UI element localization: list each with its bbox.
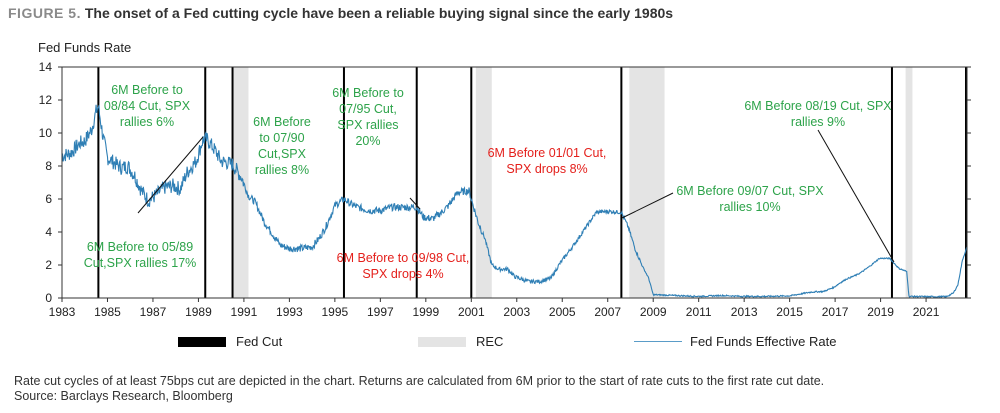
legend-rate: Fed Funds Effective Rate <box>634 334 836 349</box>
annotation-line: rallies 8% <box>255 163 309 177</box>
footnote-source: Source: Barclays Research, Bloomberg <box>14 389 233 403</box>
legend-fed-cut: Fed Cut <box>178 334 282 349</box>
y-tick-label: 8 <box>45 159 52 173</box>
y-tick-label: 6 <box>45 192 52 206</box>
annotations: 6M Before to 08/84 Cut, SPX rallies 6%6M B… <box>84 83 893 281</box>
annotation-connector <box>137 136 204 214</box>
fed-funds-chart: 0 2 4 6 8 10 12 14 1983 1985 1987 1989 1991 1993 1995 1… <box>39 60 971 319</box>
annotation-a89: 6M Before to 05/89 Cut,SPX rallies 17% <box>84 240 197 270</box>
annotation-a01: 6M Before 01/01 Cut, SPX drops 8% <box>488 146 607 176</box>
annotation-line: rallies 9% <box>791 115 845 129</box>
annotation-a19: 6M Before 08/19 Cut, SPX rallies 9% <box>744 99 892 129</box>
legend-fed-cut-label: Fed Cut <box>236 334 283 349</box>
annotation-line: SPX drops 4% <box>362 267 443 281</box>
annotation-line: 6M Before 08/19 Cut, SPX <box>744 99 892 113</box>
annotation-connectors <box>137 129 895 263</box>
annotation-a07: 6M Before 09/07 Cut, SPX rallies 10% <box>676 184 824 214</box>
x-tick-label: 2019 <box>867 305 894 319</box>
recession-band-0 <box>233 67 249 298</box>
annotation-line: 07/95 Cut, <box>339 102 397 116</box>
x-tick-label: 2017 <box>822 305 849 319</box>
annotation-a95: 6M Before to 07/95 Cut, SPX rallies 20% <box>332 86 404 148</box>
x-tick-label: 2009 <box>640 305 667 319</box>
axis-ticks: 0 2 4 6 8 10 12 14 1983 1985 1987 1989 1991 1993 1995 1… <box>39 60 971 319</box>
annotation-line: Cut,SPX <box>258 147 307 161</box>
y-tick-label: 4 <box>45 225 52 239</box>
footnote: Rate cut cycles of at least 75bps cut ar… <box>14 374 824 404</box>
annotation-line: SPX drops 8% <box>506 162 587 176</box>
x-tick-label: 1985 <box>94 305 121 319</box>
recession-band-3 <box>905 67 913 298</box>
annotation-line: 6M Before 01/01 Cut, <box>488 146 607 160</box>
annotation-line: to 07/90 <box>259 131 304 145</box>
plot-frame <box>61 66 968 299</box>
x-tick-label: 2007 <box>594 305 621 319</box>
annotation-line: 6M Before 09/07 Cut, SPX <box>676 184 824 198</box>
annotation-line: 6M Before <box>253 115 311 129</box>
x-tick-label: 2001 <box>458 305 485 319</box>
annotation-line: SPX rallies <box>337 118 398 132</box>
annotation-a90: 6M Before to 07/90 Cut,SPX rallies 8% <box>253 115 311 177</box>
legend-rate-label: Fed Funds Effective Rate <box>690 334 837 349</box>
legend-rec-swatch <box>418 336 466 347</box>
annotation-connector <box>621 192 674 219</box>
annotation-line: 6M Before to 09/98 Cut, <box>337 251 470 265</box>
x-tick-label: 2011 <box>686 305 712 319</box>
annotation-line: 6M Before to <box>111 83 183 97</box>
x-tick-label: 2013 <box>731 305 758 319</box>
fed-cut-lines <box>97 67 967 298</box>
x-tick-label: 2003 <box>503 305 530 319</box>
x-tick-label: 1983 <box>49 305 76 319</box>
y-tick-label: 14 <box>39 60 53 74</box>
legend-fed-cut-swatch <box>178 336 226 347</box>
annotation-a98: 6M Before to 09/98 Cut, SPX drops 4% <box>337 251 470 281</box>
footnote-line-1: Rate cut cycles of at least 75bps cut ar… <box>14 374 825 388</box>
y-axis-label: Fed Funds Rate <box>38 40 132 55</box>
annotation-line: rallies 6% <box>120 115 174 129</box>
x-tick-label: 1999 <box>412 305 439 319</box>
y-tick-label: 0 <box>45 291 52 305</box>
x-tick-label: 1989 <box>185 305 212 319</box>
x-tick-label: 1997 <box>367 305 394 319</box>
legend-rec-label: REC <box>476 334 504 349</box>
annotation-connector <box>817 129 895 263</box>
rate-series <box>61 104 968 299</box>
annotation-line: 08/84 Cut, SPX <box>104 99 191 113</box>
x-tick-label: 1993 <box>276 305 303 319</box>
annotation-line: 20% <box>355 134 380 148</box>
x-tick-label: 1987 <box>140 305 167 319</box>
y-tick-label: 12 <box>39 93 53 107</box>
annotation-connector <box>409 197 421 210</box>
annotation-line: rallies 10% <box>719 200 780 214</box>
figure-number: FIGURE 5. <box>8 5 81 21</box>
annotation-a84: 6M Before to 08/84 Cut, SPX rallies 6% <box>104 83 191 129</box>
x-tick-label: 2015 <box>776 305 803 319</box>
annotation-line: 6M Before to 05/89 <box>87 240 193 254</box>
annotation-line: 6M Before to <box>332 86 404 100</box>
x-tick-label: 2021 <box>913 305 940 319</box>
figure-title: FIGURE 5. The onset of a Fed cutting cyc… <box>8 5 673 21</box>
y-tick-label: 10 <box>39 126 53 140</box>
series-line-fed-funds-effective-rate <box>61 104 968 299</box>
recession-band-2 <box>629 67 665 298</box>
legend-rate-swatch <box>634 341 682 342</box>
annotation-line: Cut,SPX rallies 17% <box>84 256 197 270</box>
x-tick-label: 1991 <box>231 305 258 319</box>
legend-rec: REC <box>418 334 503 349</box>
recession-bands <box>233 67 913 298</box>
recession-band-1 <box>475 67 492 298</box>
x-tick-label: 1995 <box>322 305 349 319</box>
figure-title-text: The onset of a Fed cutting cycle have be… <box>84 5 674 21</box>
y-tick-label: 2 <box>45 258 52 272</box>
x-tick-label: 2005 <box>549 305 576 319</box>
